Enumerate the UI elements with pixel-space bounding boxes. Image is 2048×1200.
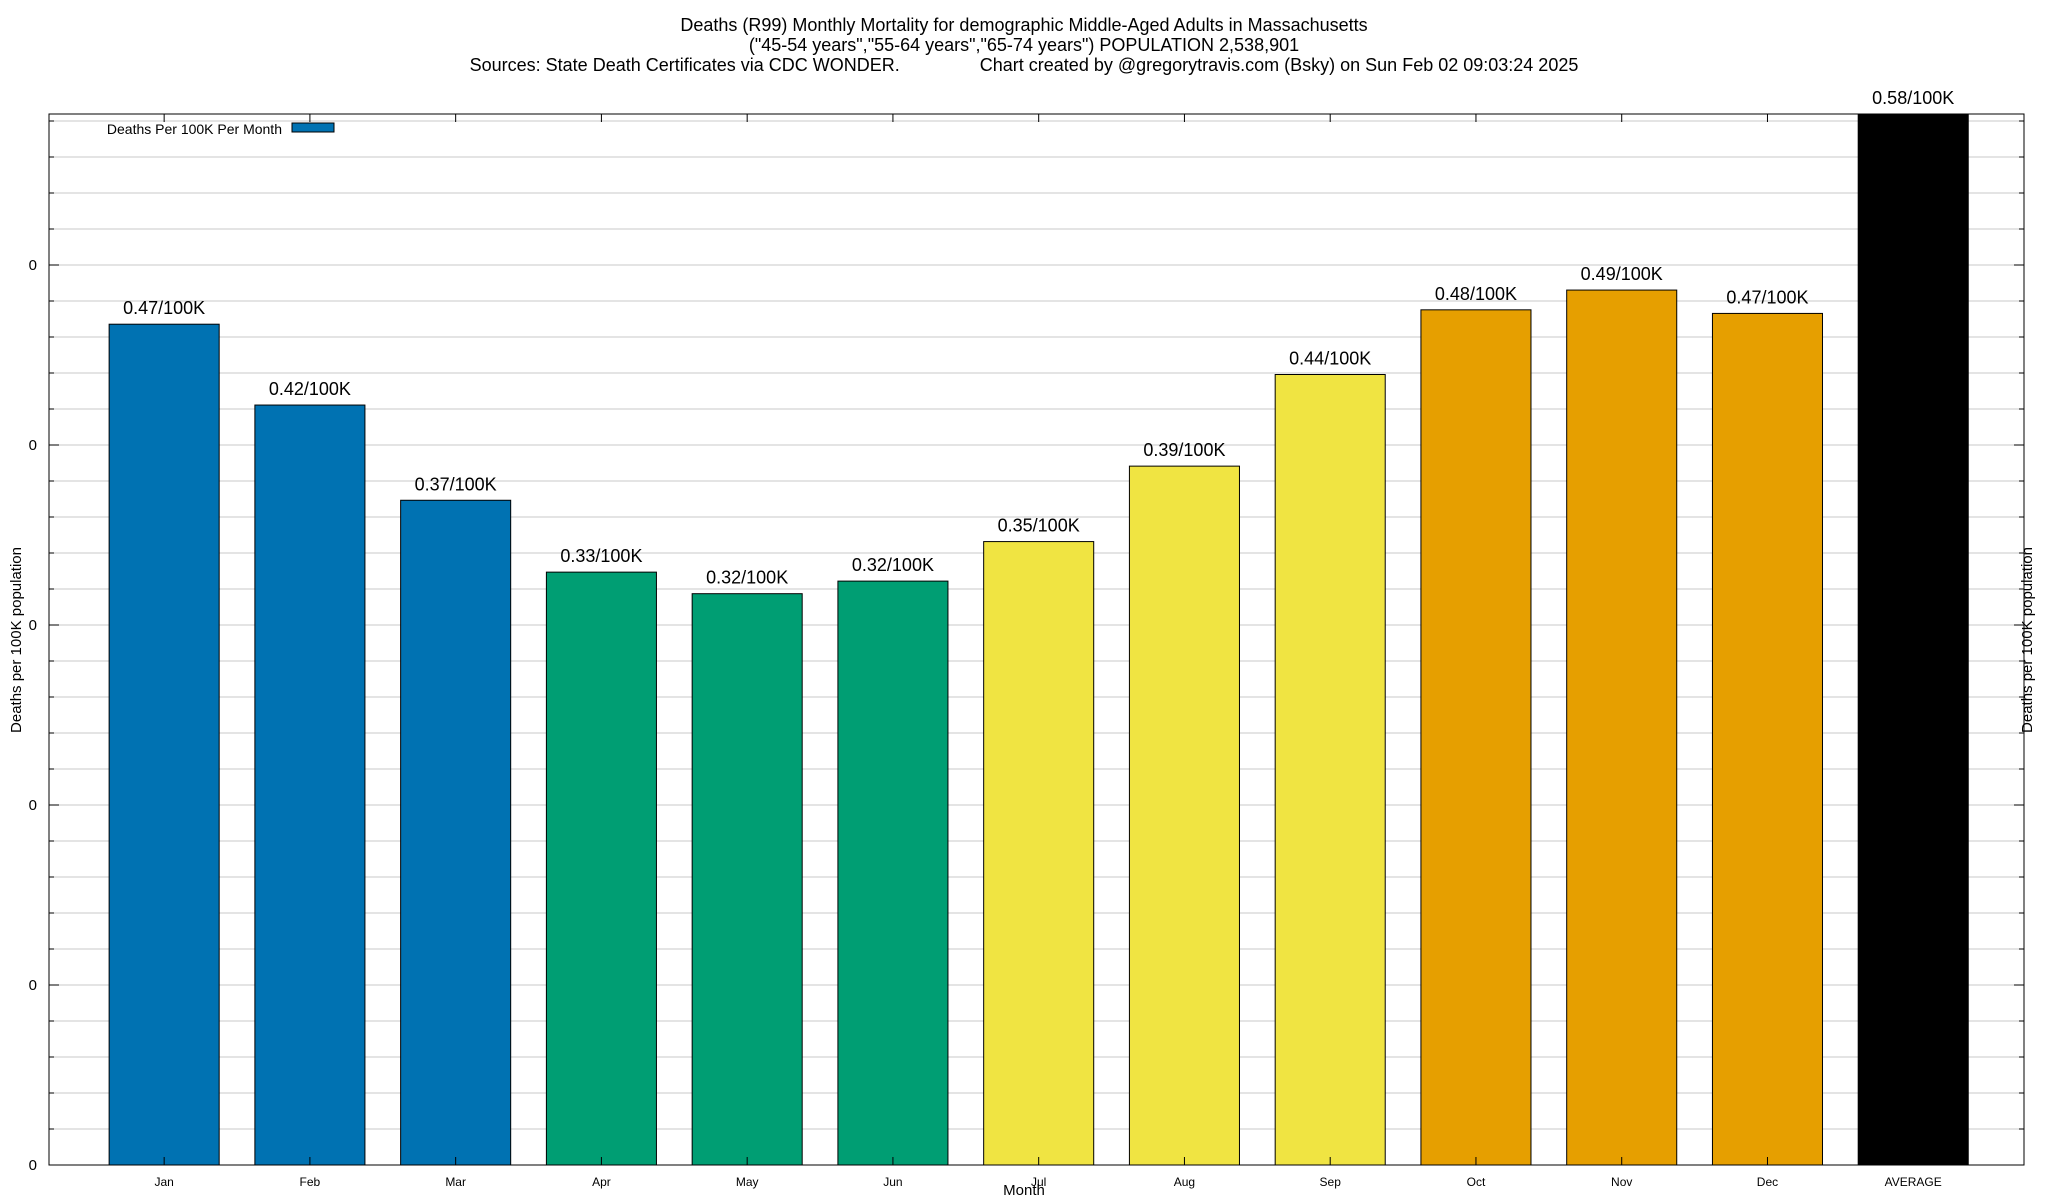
bars — [108, 113, 1969, 1166]
x-tick-label: Mar — [445, 1175, 466, 1189]
bar-feb — [254, 404, 366, 1166]
x-tick-label: Oct — [1467, 1175, 1486, 1189]
bar-aug — [1128, 465, 1240, 1166]
y-tick-label: 0 — [29, 437, 37, 454]
x-tick-label: Aug — [1174, 1175, 1195, 1189]
bar-average — [1857, 113, 1969, 1166]
data-label: 0.47/100K — [1726, 287, 1808, 307]
bar-nov — [1566, 289, 1678, 1166]
bar-dec — [1711, 312, 1823, 1166]
bar-apr — [545, 571, 657, 1166]
chart-title-line-1: Deaths (R99) Monthly Mortality for demog… — [680, 15, 1367, 35]
legend-swatch — [291, 122, 335, 133]
legend: Deaths Per 100K Per Month — [107, 121, 335, 137]
category-labels: Jan Feb Mar Apr May Jun Jul Aug Sep Oct Nov Dec AVER… — [154, 1175, 1941, 1189]
y2-axis-title: Deaths per 100K population — [2019, 547, 2036, 733]
x-tick-label: Nov — [1611, 1175, 1632, 1189]
x-tick-label: Jul — [1031, 1175, 1046, 1189]
x-tick-label: Sep — [1320, 1175, 1342, 1189]
data-label: 0.35/100K — [998, 516, 1080, 536]
y-tick-label: 0 — [29, 797, 37, 814]
x-tick-label: May — [736, 1175, 759, 1189]
x-tick-label: Jan — [154, 1175, 173, 1189]
data-label: 0.33/100K — [560, 546, 642, 566]
bar-jun — [837, 580, 949, 1166]
chart-title-line-2: ("45-54 years","55-64 years","65-74 year… — [749, 35, 1299, 55]
bar-sep — [1274, 374, 1386, 1166]
x-tick-label: Feb — [300, 1175, 321, 1189]
y-tick-label: 0 — [29, 1157, 37, 1174]
data-label: 0.49/100K — [1581, 264, 1663, 284]
x-tick-label: AVERAGE — [1885, 1175, 1942, 1189]
data-label: 0.44/100K — [1289, 349, 1371, 369]
data-label: 0.37/100K — [415, 474, 497, 494]
bar-mar — [400, 499, 512, 1166]
bar-jul — [983, 541, 1095, 1166]
y-tick-label: 0 — [29, 617, 37, 634]
x-axis-title: Month — [1003, 1182, 1045, 1199]
bar-oct — [1420, 309, 1532, 1166]
y-axis-title: Deaths per 100K population — [8, 547, 25, 733]
data-label: 0.48/100K — [1435, 284, 1517, 304]
data-labels: 0.47/100K 0.42/100K 0.37/100K 0.33/100K 0.32… — [123, 88, 1954, 588]
chart-title-line-3: Sources: State Death Certificates via CD… — [470, 55, 1579, 75]
data-label: 0.39/100K — [1143, 440, 1225, 460]
y-tick-label: 0 — [29, 257, 37, 274]
bar-jan — [108, 323, 220, 1166]
data-label: 0.42/100K — [269, 379, 351, 399]
data-label: 0.47/100K — [123, 298, 205, 318]
axis-ticks: 0 0 0 0 0 0 — [29, 114, 2024, 1174]
y-tick-label: 0 — [29, 977, 37, 994]
x-tick-label: Dec — [1757, 1175, 1778, 1189]
data-label: 0.58/100K — [1872, 88, 1954, 108]
data-label: 0.32/100K — [852, 555, 934, 575]
bar-may — [691, 593, 803, 1166]
x-tick-label: Apr — [592, 1175, 611, 1189]
plot-frame — [48, 113, 2025, 1166]
data-label: 0.32/100K — [706, 568, 788, 588]
x-tick-label: Jun — [883, 1175, 902, 1189]
legend-label: Deaths Per 100K Per Month — [107, 121, 282, 137]
